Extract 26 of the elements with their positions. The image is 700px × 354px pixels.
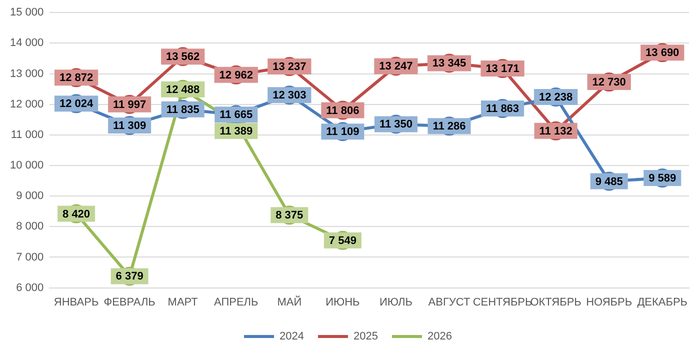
y-tick-label: 7 000 bbox=[16, 251, 44, 264]
y-tick-label: 12 000 bbox=[10, 98, 44, 110]
x-tick-label: ОКТЯБРЬ bbox=[530, 296, 582, 308]
x-tick-label: ИЮНЬ bbox=[326, 296, 360, 308]
data-label: 11 389 bbox=[220, 126, 253, 138]
x-tick-label: НОЯБРЬ bbox=[586, 296, 632, 308]
y-tick-label: 8 000 bbox=[16, 220, 44, 233]
x-tick-label: ДЕКАБРЬ bbox=[637, 296, 688, 308]
x-tick-label: ЯНВАРЬ bbox=[54, 296, 99, 308]
legend-label: 2026 bbox=[427, 330, 452, 343]
x-tick-label: АПРЕЛЬ bbox=[214, 296, 258, 308]
y-tick-label: 15 000 bbox=[10, 6, 44, 19]
legend-label: 2024 bbox=[280, 330, 304, 343]
legend-label: 2025 bbox=[354, 330, 378, 343]
y-tick-label: 9 000 bbox=[16, 190, 44, 202]
x-tick-label: ИЮЛЬ bbox=[379, 296, 412, 308]
x-tick-label: МАРТ bbox=[168, 296, 198, 308]
y-tick-label: 13 000 bbox=[10, 68, 44, 80]
y-tick-label: 6 000 bbox=[16, 282, 44, 294]
y-tick-label: 14 000 bbox=[10, 37, 44, 50]
x-tick-label: АВГУСТ bbox=[428, 296, 470, 308]
x-tick-label: СЕНТЯБРЬ bbox=[472, 296, 532, 308]
x-tick-label: ФЕВРАЛЬ bbox=[104, 296, 156, 308]
y-tick-label: 10 000 bbox=[10, 160, 44, 172]
x-tick-label: МАЙ bbox=[277, 295, 302, 308]
y-tick-label: 11 000 bbox=[10, 128, 44, 141]
